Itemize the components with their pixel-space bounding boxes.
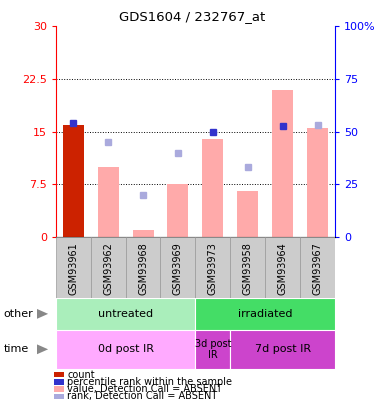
Bar	[203, 139, 223, 237]
Polygon shape	[37, 309, 48, 319]
Text: count: count	[67, 370, 95, 379]
Text: irradiated: irradiated	[238, 309, 293, 319]
Bar	[265, 237, 300, 298]
Bar	[91, 237, 126, 298]
Text: GSM93968: GSM93968	[138, 242, 148, 294]
Text: value, Detection Call = ABSENT: value, Detection Call = ABSENT	[67, 384, 223, 394]
Text: GSM93962: GSM93962	[103, 242, 113, 295]
Text: GDS1604 / 232767_at: GDS1604 / 232767_at	[119, 10, 266, 23]
Bar	[230, 237, 265, 298]
Bar	[237, 191, 258, 237]
Bar	[307, 128, 328, 237]
Bar	[56, 237, 91, 298]
Bar	[126, 237, 161, 298]
Bar	[167, 184, 188, 237]
Text: GSM93967: GSM93967	[313, 242, 323, 295]
Text: 3d post
IR: 3d post IR	[194, 339, 231, 360]
Bar	[56, 330, 195, 369]
Bar	[230, 330, 335, 369]
Text: GSM93969: GSM93969	[173, 242, 183, 294]
Text: percentile rank within the sample: percentile rank within the sample	[67, 377, 233, 387]
Bar	[56, 298, 195, 330]
Text: other: other	[4, 309, 33, 319]
Bar	[98, 167, 119, 237]
Text: time: time	[4, 344, 29, 354]
Polygon shape	[37, 344, 48, 354]
Text: 7d post IR: 7d post IR	[254, 344, 311, 354]
Text: rank, Detection Call = ABSENT: rank, Detection Call = ABSENT	[67, 392, 218, 401]
Bar	[195, 298, 335, 330]
Bar	[272, 90, 293, 237]
Bar	[63, 125, 84, 237]
Bar	[161, 237, 195, 298]
Bar	[300, 237, 335, 298]
Text: GSM93961: GSM93961	[68, 242, 78, 294]
Bar	[132, 230, 154, 237]
Text: GSM93958: GSM93958	[243, 242, 253, 295]
Text: GSM93973: GSM93973	[208, 242, 218, 295]
Text: 0d post IR: 0d post IR	[98, 344, 154, 354]
Bar	[195, 237, 230, 298]
Text: GSM93964: GSM93964	[278, 242, 288, 294]
Bar	[195, 330, 230, 369]
Text: untreated: untreated	[98, 309, 153, 319]
